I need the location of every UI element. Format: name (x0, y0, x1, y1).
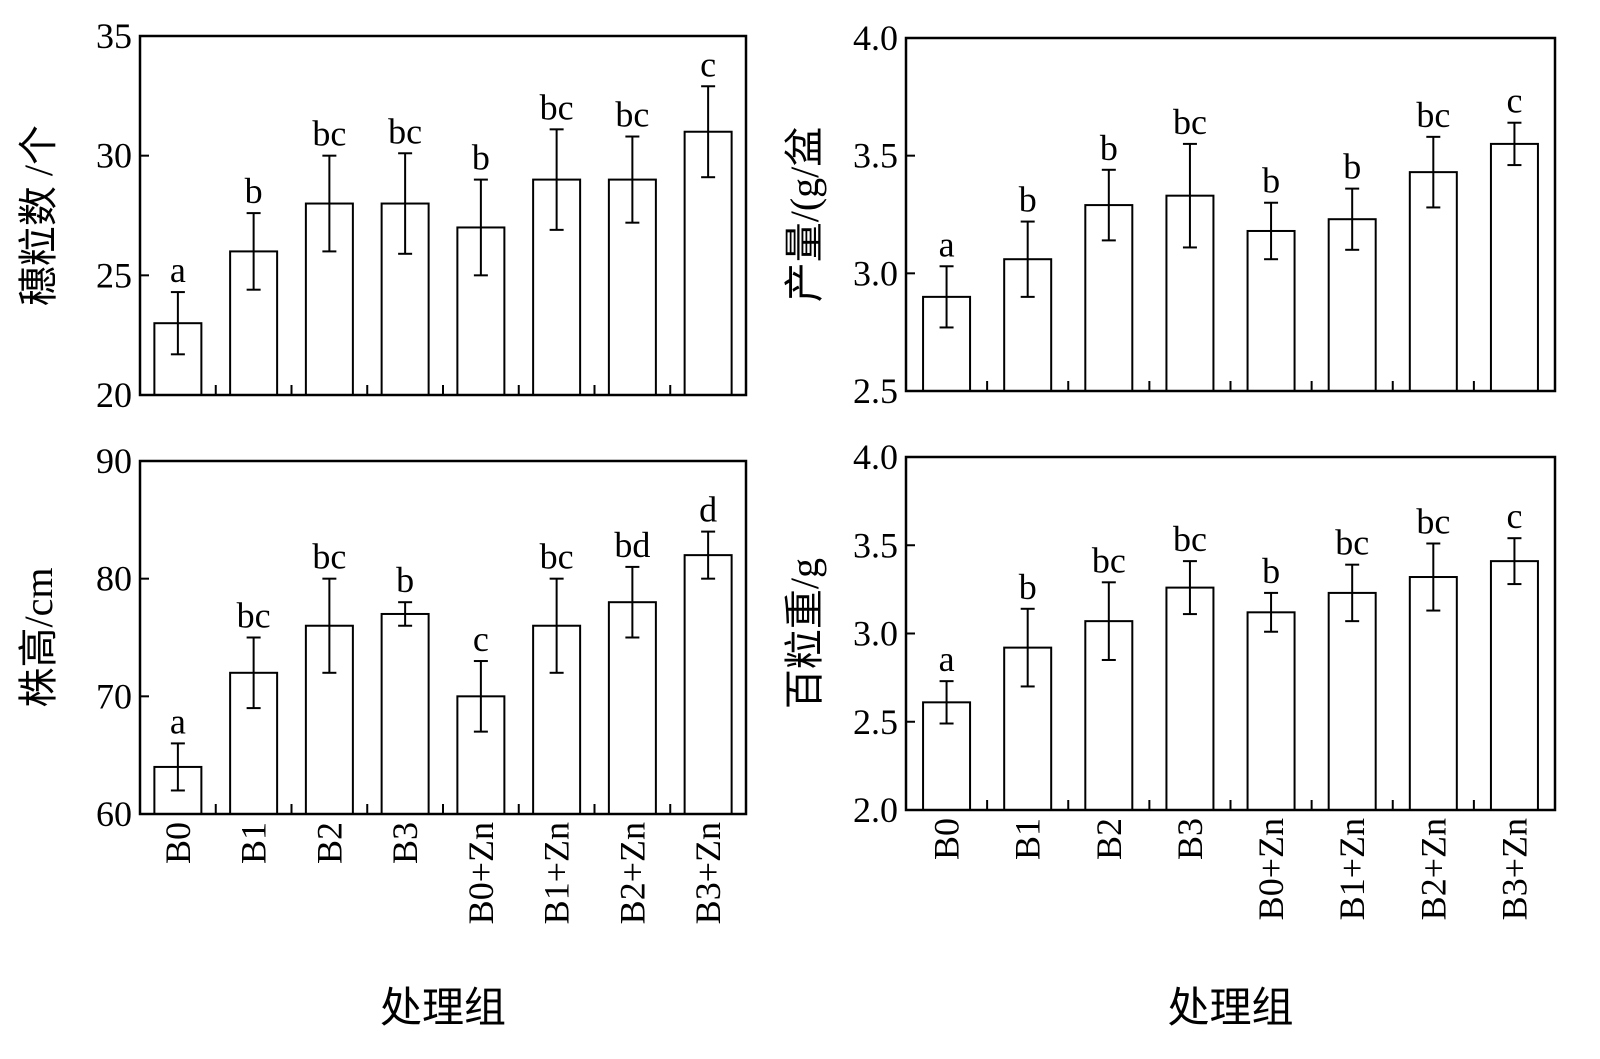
significance-label: b (1019, 180, 1037, 220)
plot-frame (904, 455, 1557, 812)
category-label: B1+Zn (1332, 818, 1372, 920)
x-axis-label: 处理组 (1167, 986, 1293, 1032)
bar (1246, 611, 1296, 811)
y-tick-label: 2.5 (853, 702, 898, 742)
significance-label: b (1019, 567, 1037, 607)
significance-label: a (939, 639, 955, 679)
significance-label: bc (312, 114, 346, 154)
bar (1489, 142, 1539, 392)
y-tick-label: 70 (96, 676, 132, 716)
bar (1165, 586, 1215, 811)
significance-label: bc (1335, 523, 1369, 563)
significance-label: c (1506, 81, 1522, 121)
y-tick-label: 3.5 (853, 136, 898, 176)
category-label: B3+Zn (688, 822, 728, 924)
y-axis-label: 产量/(g/盆 (782, 127, 827, 303)
panel-hundred-grain-weight: 2.0 2.5 3.0 3.5 4.0 a B0 b B1 bc B2 bc B3 b B0+Zn bc B1+… (782, 437, 1557, 1032)
significance-label: a (170, 250, 186, 290)
significance-label: bc (1416, 501, 1450, 541)
bar (1489, 560, 1539, 812)
y-tick-label: 3.0 (853, 253, 898, 293)
y-axis-label: 株高/cm (16, 568, 61, 708)
category-label: B0 (927, 818, 967, 860)
significance-label: c (473, 619, 489, 659)
significance-label: bd (614, 525, 650, 565)
y-tick-label: 4.0 (853, 18, 898, 58)
category-label: B3 (385, 822, 425, 864)
plot-frame (904, 36, 1557, 393)
significance-label: b (245, 171, 263, 211)
y-tick-label: 60 (96, 794, 132, 834)
y-tick-label: 3.0 (853, 614, 898, 654)
y-tick-label: 25 (96, 255, 132, 295)
bar (1408, 171, 1458, 392)
panel-yield: 2.5 3.0 3.5 4.0 a b b bc b b bc c 产量/(g/盆 (782, 18, 1557, 411)
significance-label: d (699, 490, 717, 530)
category-label: B2+Zn (612, 822, 652, 924)
y-tick-label: 2.0 (853, 790, 898, 830)
significance-label: bc (540, 537, 574, 577)
category-label: B2 (1089, 818, 1129, 860)
significance-label: c (1506, 496, 1522, 536)
significance-label: c (700, 44, 716, 84)
significance-label: a (939, 224, 955, 264)
significance-label: bc (615, 95, 649, 135)
panel-grain-number: 20 25 30 35 a b bc bc b bc bc c 穗粒数 /个 (16, 16, 748, 415)
category-label: B1 (234, 822, 274, 864)
plot-frame (138, 459, 748, 816)
bar (1327, 591, 1377, 812)
category-label: B1+Zn (537, 822, 577, 924)
y-tick-label: 80 (96, 559, 132, 599)
bar (683, 554, 733, 816)
y-tick-label: 2.5 (853, 371, 898, 411)
significance-label: bc (1092, 540, 1126, 580)
category-label: B2 (309, 822, 349, 864)
plot-frame (138, 34, 748, 397)
significance-label: a (170, 701, 186, 741)
significance-label: b (1343, 147, 1361, 187)
significance-label: bc (1173, 519, 1207, 559)
significance-label: b (396, 560, 414, 600)
bar (380, 612, 430, 816)
y-axis-label: 百粒重/g (782, 558, 827, 709)
significance-label: b (1262, 551, 1280, 591)
significance-label: bc (1416, 95, 1450, 135)
x-axis-label: 处理组 (380, 986, 506, 1032)
significance-label: bc (237, 596, 271, 636)
significance-label: bc (312, 537, 346, 577)
significance-label: bc (388, 111, 422, 151)
category-label: B2+Zn (1413, 818, 1453, 920)
significance-label: b (1262, 161, 1280, 201)
significance-label: bc (540, 87, 574, 127)
category-label: B3+Zn (1494, 818, 1534, 920)
y-tick-label: 30 (96, 136, 132, 176)
significance-label: bc (1173, 102, 1207, 142)
y-axis-label: 穗粒数 /个 (16, 125, 61, 306)
y-tick-label: 4.0 (853, 437, 898, 477)
y-tick-label: 90 (96, 441, 132, 481)
significance-label: b (472, 138, 490, 178)
category-label: B3 (1170, 818, 1210, 860)
category-label: B0+Zn (461, 822, 501, 924)
significance-label: b (1100, 128, 1118, 168)
y-tick-label: 35 (96, 16, 132, 56)
category-label: B1 (1008, 818, 1048, 860)
y-tick-label: 3.5 (853, 525, 898, 565)
bar (380, 202, 430, 396)
bar (1408, 576, 1458, 812)
category-label: B0+Zn (1251, 818, 1291, 920)
y-tick-label: 20 (96, 375, 132, 415)
panel-plant-height: 60 70 80 90 a B0 bc B1 bc B2 b B3 c B0+Zn bc B1+Zn bd B2+… (16, 441, 748, 1032)
category-label: B0 (158, 822, 198, 864)
